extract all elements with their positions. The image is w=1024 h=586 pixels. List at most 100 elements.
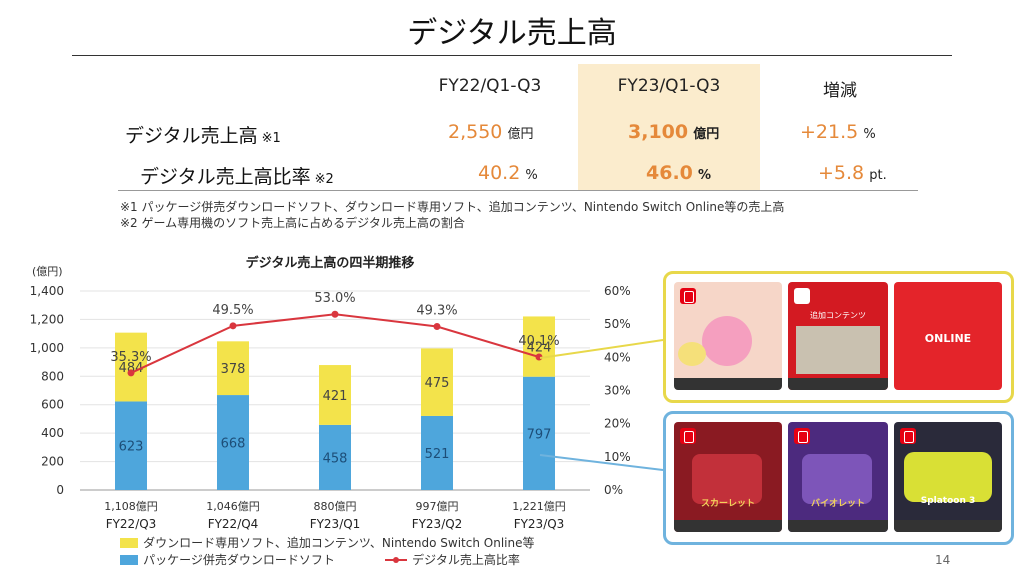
bar-package-download bbox=[319, 424, 351, 490]
bar-label-download-only: 424 bbox=[527, 341, 552, 356]
unit: 億円 bbox=[693, 127, 720, 142]
card-footer bbox=[788, 378, 888, 390]
legend-line-swatch bbox=[385, 556, 408, 563]
y-tick-label: 1,000 bbox=[30, 341, 64, 355]
card-footer bbox=[788, 520, 888, 532]
violet-card: バイオレット bbox=[788, 422, 888, 532]
dlc-card: 追加コンテンツ bbox=[788, 282, 888, 390]
bar-label-download-only: 484 bbox=[119, 361, 144, 376]
row-digital-sales-label: デジタル売上高 ※1 bbox=[125, 121, 281, 148]
total-label: 1,221億円 bbox=[512, 500, 566, 513]
y-tick-label: 600 bbox=[41, 398, 64, 412]
total-label: 997億円 bbox=[416, 500, 459, 513]
bar-package-download bbox=[421, 415, 453, 490]
row-label-text: デジタル売上高比率 bbox=[140, 166, 311, 188]
total-label: 1,108億円 bbox=[104, 500, 158, 513]
x-tick-label: FY22/Q4 bbox=[208, 517, 259, 531]
y2-tick-label: 60% bbox=[604, 284, 631, 298]
bar-package-download bbox=[115, 401, 147, 490]
online-card-label: ONLINE bbox=[924, 332, 972, 345]
violet-title: バイオレット bbox=[810, 499, 865, 509]
row2-fy23: 46.0 % bbox=[646, 162, 711, 184]
kirby-card bbox=[674, 282, 782, 390]
legend-label: デジタル売上高比率 bbox=[412, 553, 520, 567]
header-fy23: FY23/Q1-Q3 bbox=[617, 76, 721, 96]
connector-yellow bbox=[539, 339, 664, 359]
bar-label-package: 458 bbox=[323, 451, 348, 466]
switch-logo-icon bbox=[680, 428, 696, 444]
page-number: 14 bbox=[935, 553, 951, 567]
online-card: ONLINE bbox=[894, 282, 1002, 390]
dlc-art bbox=[796, 326, 880, 374]
chart-legend: ダウンロード専用ソフト、追加コンテンツ、Nintendo Switch Onli… bbox=[120, 532, 534, 567]
product-box-digital-only: 追加コンテンツ ONLINE bbox=[663, 271, 1014, 403]
bar-label-package: 668 bbox=[221, 437, 246, 452]
ratio-point bbox=[433, 322, 441, 330]
y-unit-label: (億円) bbox=[32, 265, 63, 278]
x-tick-label: FY22/Q3 bbox=[106, 517, 157, 531]
ratio-label: 49.3% bbox=[416, 303, 457, 318]
row-note: ※2 bbox=[314, 172, 334, 187]
row1-fy22: 2,550 億円 bbox=[448, 121, 534, 143]
bar-package-download bbox=[523, 376, 555, 490]
legend-swatch bbox=[120, 537, 138, 548]
footnote-1: ※1 パッケージ併売ダウンロードソフト、ダウンロード専用ソフト、追加コンテンツ、… bbox=[120, 200, 785, 214]
y-tick-label: 0 bbox=[56, 483, 64, 497]
splatoon-card: Splatoon 3 bbox=[894, 422, 1002, 532]
bar-label-package: 797 bbox=[527, 427, 552, 442]
bar-download-only bbox=[217, 341, 249, 396]
x-tick-label: FY23/Q1 bbox=[310, 517, 361, 531]
bar-package-download bbox=[217, 395, 249, 490]
dlc-card-label: 追加コンテンツ bbox=[810, 311, 866, 320]
scarlet-title: スカーレット bbox=[700, 499, 755, 509]
total-label: 880億円 bbox=[314, 500, 357, 513]
y2-tick-label: 10% bbox=[604, 450, 631, 464]
title-divider bbox=[72, 55, 952, 56]
unit: % bbox=[697, 168, 712, 183]
bar-label-package: 623 bbox=[119, 440, 144, 455]
x-tick-label: FY23/Q2 bbox=[412, 517, 463, 531]
scarlet-art bbox=[692, 454, 762, 504]
ratio-label: 40.1% bbox=[518, 334, 559, 349]
connector-blue bbox=[539, 454, 664, 471]
bar-label-download-only: 475 bbox=[425, 376, 450, 391]
y-tick-label: 400 bbox=[41, 426, 64, 440]
row2-change: +5.8 pt. bbox=[818, 162, 887, 184]
y-tick-label: 1,200 bbox=[30, 312, 64, 326]
table-divider bbox=[118, 190, 918, 191]
value: 3,100 bbox=[628, 121, 689, 143]
quarterly-digital-sales-chart: 0 200 400 600 800 1,000 1,200 1,400 0% 10% 20% 30% 4… bbox=[30, 265, 631, 531]
ratio-point bbox=[331, 310, 339, 318]
ratio-point bbox=[127, 369, 135, 377]
ratio-label: 49.5% bbox=[212, 303, 253, 318]
value: +5.8 bbox=[818, 162, 865, 184]
product-box-package: スカーレット バイオレット Splatoon 3 bbox=[663, 411, 1014, 545]
value: +21.5 bbox=[800, 121, 859, 143]
footnote-2: ※2 ゲーム専用機のソフト売上高に占めるデジタル売上高の割合 bbox=[120, 216, 465, 230]
total-label: 1,046億円 bbox=[206, 500, 260, 513]
splatoon-title: Splatoon 3 bbox=[920, 496, 976, 506]
row1-change: +21.5 % bbox=[800, 121, 876, 143]
y2-tick-label: 20% bbox=[604, 417, 631, 431]
bar-label-package: 521 bbox=[425, 447, 450, 462]
row-label-text: デジタル売上高 bbox=[125, 125, 258, 147]
ratio-label: 53.0% bbox=[314, 291, 355, 306]
y-tick-label: 200 bbox=[41, 455, 64, 469]
legend-swatch bbox=[120, 554, 138, 565]
row2-fy22: 40.2 % bbox=[478, 162, 538, 184]
bar-label-download-only: 378 bbox=[221, 362, 246, 377]
card-footer bbox=[894, 520, 1002, 532]
header-change: 増減 bbox=[823, 81, 857, 101]
unit: % bbox=[863, 127, 876, 142]
switch-logo-icon bbox=[794, 288, 810, 304]
y2-tick-label: 0% bbox=[604, 483, 623, 497]
value: 40.2 bbox=[478, 162, 521, 184]
row-digital-ratio-label: デジタル売上高比率 ※2 bbox=[140, 162, 334, 189]
unit: 億円 bbox=[507, 127, 534, 142]
header-fy22: FY22/Q1-Q3 bbox=[438, 76, 542, 96]
bar-download-only bbox=[319, 365, 351, 425]
character-icon bbox=[678, 342, 706, 366]
y2-tick-label: 50% bbox=[604, 317, 631, 331]
chart-title: デジタル売上高の四半期推移 bbox=[245, 256, 415, 271]
y-tick-label: 800 bbox=[41, 369, 64, 383]
